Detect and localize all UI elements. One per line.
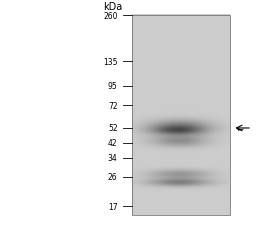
- Text: 135: 135: [103, 57, 118, 66]
- Text: 52: 52: [108, 124, 118, 133]
- Bar: [132, 16, 230, 215]
- Text: 72: 72: [108, 101, 118, 110]
- Text: 17: 17: [108, 202, 118, 211]
- Text: kDa: kDa: [104, 2, 123, 12]
- Text: 42: 42: [108, 139, 118, 148]
- Text: 260: 260: [103, 11, 118, 21]
- Text: 95: 95: [108, 82, 118, 91]
- Text: 26: 26: [108, 172, 118, 181]
- Text: ←: ←: [237, 124, 244, 133]
- Text: 34: 34: [108, 154, 118, 163]
